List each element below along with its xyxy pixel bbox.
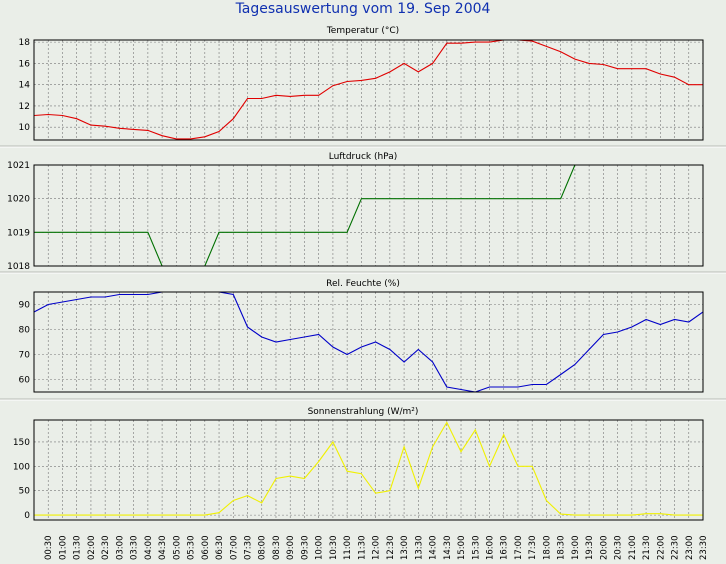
x-tick-label: 16:00 [485,536,495,561]
x-tick-label: 17:00 [514,536,524,561]
chart-panel-humidity: Rel. Feuchte (%) 60 70 80 90 [0,279,726,401]
x-tick-label: 14:30 [443,536,453,561]
plot-frame [33,291,704,393]
x-tick-label: 18:00 [542,536,552,561]
series-line-pressure [34,165,703,266]
y-tick-label: 18 [19,38,31,48]
x-axis-labels: 00:30 01:00 01:30 02:00 02:30 03:00 03:30 04:00… [44,536,709,561]
x-tick-label: 01:00 [58,536,68,561]
x-tick-label: 11:00 [343,536,353,561]
x-tick-label: 03:30 [130,536,140,561]
x-tick-label: 09:30 [300,536,310,561]
x-tick-label: 22:30 [671,536,681,561]
x-tick-label: 13:00 [400,536,410,561]
x-tick-label: 12:30 [386,536,396,561]
x-tick-label: 12:00 [372,536,382,561]
x-tick-label: 20:30 [614,536,624,561]
x-tick-label: 08:00 [258,536,268,561]
x-tick-label: 10:30 [329,536,339,561]
x-tick-label: 20:00 [599,536,609,561]
plot-area [34,420,703,520]
y-tick-label: 12 [19,102,30,112]
x-tick-label: 01:30 [73,536,83,561]
series-line-humidity [34,292,703,392]
x-tick-label: 18:30 [557,536,567,561]
x-tick-label: 02:00 [87,536,97,561]
y-tick-label: 80 [19,326,31,336]
x-tick-label: 02:30 [101,536,111,561]
plot-area [34,292,703,392]
x-tick-label: 06:30 [215,536,225,561]
chart-panel-temperature: Temperatur (°C) 10 12 14 16 18 [0,26,726,148]
x-tick-label: 06:00 [201,536,211,561]
x-tick-label: 04:30 [158,536,168,561]
chart-title: Rel. Feuchte (%) [326,279,400,289]
x-tick-label: 13:30 [414,536,424,561]
x-tick-label: 19:00 [571,536,581,561]
series-line-radiation [34,421,703,516]
y-tick-label: 150 [13,438,30,448]
chart-panel-radiation: Sonnenstrahlung (W/m²) 0 50 100 150 [13,407,704,521]
x-tick-label: 15:00 [457,536,467,561]
series-line-temperature [34,40,703,140]
x-tick-label: 22:00 [656,536,666,561]
x-tick-label: 09:00 [286,536,296,561]
y-tick-label: 60 [19,376,31,386]
plot-area [34,165,703,266]
y-tick-label: 1020 [7,195,30,205]
x-tick-label: 04:00 [144,536,154,561]
y-tick-label: 70 [19,351,31,361]
chart-title: Luftdruck (hPa) [329,152,398,162]
y-tick-label: 90 [19,301,31,311]
plot-frame [33,419,704,521]
x-tick-label: 11:30 [357,536,367,561]
x-tick-label: 23:00 [685,536,695,561]
x-tick-label: 05:00 [172,536,182,561]
x-tick-label: 10:00 [315,536,325,561]
chart-title: Temperatur (°C) [326,26,399,36]
x-tick-label: 21:30 [642,536,652,561]
y-tick-label: 1018 [7,262,30,272]
page-title: Tagesauswertung vom 19. Sep 2004 [235,1,491,17]
x-tick-label: 23:30 [699,536,709,561]
plot-frame [33,39,704,141]
y-tick-label: 16 [19,59,31,69]
x-tick-label: 08:30 [272,536,282,561]
y-tick-label: 14 [19,81,31,91]
plot-area [34,40,703,140]
y-tick-label: 50 [19,487,31,497]
x-tick-label: 00:30 [44,536,54,561]
plot-frame [33,164,704,267]
y-tick-label: 10 [19,123,31,133]
y-tick-label: 0 [24,511,30,521]
chart-title: Sonnenstrahlung (W/m²) [308,407,419,417]
x-tick-label: 07:30 [244,536,254,561]
y-tick-label: 1019 [7,228,30,238]
x-tick-label: 14:00 [429,536,439,561]
x-tick-label: 17:30 [528,536,538,561]
chart-panel-pressure: Luftdruck (hPa) 1018 1019 1020 1021 [0,152,726,274]
x-tick-label: 03:00 [115,536,125,561]
x-tick-label: 21:00 [628,536,638,561]
x-tick-label: 16:30 [500,536,510,561]
y-tick-label: 100 [13,462,30,472]
x-tick-label: 07:00 [229,536,239,561]
x-tick-label: 15:30 [471,536,481,561]
y-tick-label: 1021 [7,161,30,171]
x-tick-label: 19:30 [585,536,595,561]
x-tick-label: 05:30 [187,536,197,561]
